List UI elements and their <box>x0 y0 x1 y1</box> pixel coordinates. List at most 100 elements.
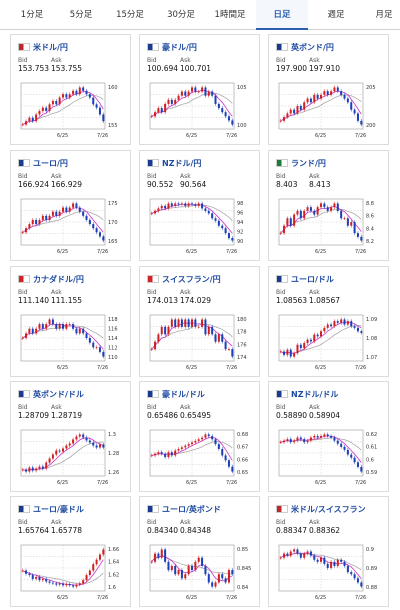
bid-value: 90.552 <box>147 180 174 189</box>
candle <box>41 324 44 329</box>
tab-2[interactable]: 15分足 <box>116 10 144 20</box>
us-ch-flag-icon <box>276 505 288 513</box>
rate-card[interactable]: ユーロ/ドル Bid Ask 1.08563 1.08567 1.09 1.08 1… <box>268 266 389 377</box>
tab-1[interactable]: 5分足 <box>69 10 93 20</box>
ask-value: 197.910 <box>309 64 341 73</box>
ask-value: 153.755 <box>51 64 83 73</box>
rate-card[interactable]: スイスフラン/円 Bid Ask 174.013 174.029 180 178 1… <box>139 266 260 377</box>
candle <box>45 324 48 329</box>
rate-card[interactable]: 英ポンド/円 Bid Ask 197.900 197.910 205 200 6/2… <box>268 34 389 145</box>
rate-card[interactable]: NZドル/ドル Bid Ask 0.58890 0.58904 0.62 0.61… <box>268 381 389 492</box>
rate-card[interactable]: 米ドル/スイスフラン Bid Ask 0.88347 0.88362 0.9 0.… <box>268 496 389 607</box>
candle <box>164 103 167 113</box>
candle <box>154 553 157 562</box>
candle <box>78 87 81 95</box>
candle <box>299 344 302 349</box>
candle <box>154 453 157 456</box>
candle <box>309 437 312 441</box>
candle <box>167 561 170 571</box>
candle <box>61 207 65 212</box>
x-tick-label: 6/25 <box>57 595 68 601</box>
y-tick-label: 92 <box>237 230 243 236</box>
candle <box>38 576 41 581</box>
rate-card[interactable]: 豪ドル/ドル Bid Ask 0.65486 0.65495 0.68 0.67 0… <box>139 381 260 492</box>
candle <box>88 338 91 343</box>
candle <box>279 120 282 122</box>
bid-label: Bid <box>147 173 157 180</box>
candle <box>306 98 309 103</box>
tab-6[interactable]: 週足 <box>327 10 345 20</box>
rate-card[interactable]: 豪ドル/円 Bid Ask 100.694 100.701 105 100 6/25… <box>139 34 260 145</box>
x-tick-label: 6/25 <box>315 133 326 139</box>
y-tick-label: 0.66 <box>237 457 248 463</box>
candle <box>98 107 101 115</box>
candle <box>336 440 339 444</box>
pair-title[interactable]: スイスフラン/円 <box>147 274 221 286</box>
candle <box>207 434 210 437</box>
pair-title[interactable]: カナダドル/円 <box>18 274 84 286</box>
candle <box>48 458 51 463</box>
pair-title[interactable]: 米ドル/円 <box>18 42 68 54</box>
pair-title[interactable]: ユーロ/英ポンド <box>147 504 221 516</box>
rate-card[interactable]: ランド/円 Bid Ask 8.403 8.413 8.8 8.6 8.4 8.2 6/… <box>268 150 389 261</box>
bid-label: Bid <box>18 57 28 64</box>
tab-7[interactable]: 月足 <box>375 10 393 20</box>
candle <box>190 87 194 92</box>
x-tick-label: 6/25 <box>186 595 197 601</box>
y-tick-label: 0.59 <box>366 470 377 476</box>
us-jp-flag-icon <box>18 43 30 51</box>
candle <box>35 468 38 471</box>
candle <box>227 460 230 467</box>
candle <box>157 108 160 113</box>
candle <box>289 349 292 357</box>
y-tick-label: 174 <box>237 355 247 361</box>
rate-card[interactable]: ユーロ/円 Bid Ask 166.924 166.929 175 170 165 6… <box>10 150 131 261</box>
rate-card[interactable]: 英ポンド/ドル Bid Ask 1.28709 1.28719 1.3 1.28 1… <box>10 381 131 492</box>
pair-title[interactable]: 豪ドル/ドル <box>147 389 205 401</box>
pair-title[interactable]: NZドル/ドル <box>276 389 338 401</box>
pair-title[interactable]: ユーロ/ドル <box>276 274 334 286</box>
rate-card[interactable]: ユーロ/英ポンド Bid Ask 0.84340 0.84348 0.85 0.8… <box>139 496 260 607</box>
pair-title[interactable]: 豪ドル/円 <box>147 42 197 54</box>
pair-title[interactable]: 英ポンド/ドル <box>18 389 84 401</box>
candle <box>286 218 289 226</box>
rate-card[interactable]: ユーロ/豪ドル Bid Ask 1.65764 1.65778 1.66 1.64… <box>10 496 131 607</box>
x-tick-label: 6/25 <box>57 133 68 139</box>
rate-card[interactable]: カナダドル/円 Bid Ask 111.140 111.155 118 116 11… <box>10 266 131 377</box>
pair-title[interactable]: ユーロ/円 <box>18 158 68 170</box>
candle <box>211 436 214 440</box>
candle <box>194 87 197 92</box>
candle <box>167 326 170 335</box>
pair-title[interactable]: NZドル/円 <box>147 158 201 170</box>
tab-3[interactable]: 30分足 <box>167 10 195 20</box>
candle <box>279 557 282 559</box>
candle <box>184 445 187 448</box>
y-tick-label: 1.66 <box>108 547 119 553</box>
x-tick-label: 6/25 <box>57 480 68 486</box>
pair-title[interactable]: 米ドル/スイスフラン <box>276 504 366 516</box>
candle <box>190 442 194 445</box>
candle <box>336 203 339 211</box>
rate-card[interactable]: NZドル/円 Bid Ask 90.552 90.564 98 96 94 92 90 6… <box>139 150 260 261</box>
candle <box>31 467 34 471</box>
candle <box>350 321 353 327</box>
candle <box>333 203 336 208</box>
pair-title[interactable]: ユーロ/豪ドル <box>18 504 84 516</box>
pair-title[interactable]: 英ポンド/円 <box>276 42 334 54</box>
candle <box>299 210 302 219</box>
candle <box>51 319 54 325</box>
y-tick-label: 0.65 <box>237 470 248 476</box>
rate-card[interactable]: 米ドル/円 Bid Ask 153.753 153.755 160 155 6/25… <box>10 34 131 145</box>
pair-title[interactable]: ランド/円 <box>276 158 326 170</box>
candle <box>289 218 292 226</box>
tab-0[interactable]: 1分足 <box>20 10 44 20</box>
candle <box>98 232 101 237</box>
candle <box>160 108 163 113</box>
y-tick-label: 118 <box>108 317 118 323</box>
ask-label: Ask <box>309 173 320 180</box>
pair-name: カナダドル/円 <box>33 275 84 284</box>
candle <box>88 94 91 98</box>
tab-4[interactable]: 1時間足 <box>214 10 246 20</box>
tab-5[interactable]: 日足 <box>256 0 308 30</box>
candle <box>313 435 316 438</box>
